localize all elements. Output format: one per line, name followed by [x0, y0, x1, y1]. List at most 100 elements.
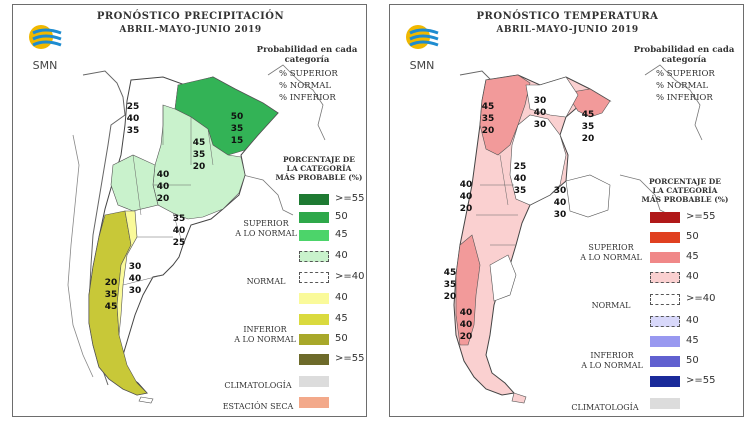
legend-label: 45 [686, 251, 699, 262]
legend-label: 40 [335, 292, 348, 303]
region-normal-east [565, 174, 611, 218]
legend-swatch [299, 212, 329, 223]
prob-title-line1: Probabilidad en cada [256, 45, 358, 55]
cat-superior-1: SUPERIOR [588, 243, 634, 252]
legend-label: 50 [335, 333, 348, 344]
prob-superior: % SUPERIOR [656, 69, 715, 79]
legend-swatch [650, 356, 680, 367]
map-probability-label: 40 [460, 320, 473, 330]
legend-swatch [299, 354, 329, 365]
map-probability-label: 30 [554, 210, 567, 220]
map-probability-label: 20 [582, 134, 595, 144]
map-probability-label: 20 [157, 194, 170, 204]
legend-label: 45 [335, 229, 348, 240]
map-probability-label: 20 [444, 292, 457, 302]
map-probability-label: 35 [173, 214, 186, 224]
cat-climatologia: CLIMATOLOGÍA [571, 403, 639, 412]
region-inferior-40 [116, 210, 138, 336]
legend-title-3: MÁS PROBABLE (%) [275, 173, 363, 182]
legend-swatch [299, 314, 329, 325]
legend-label: 50 [686, 231, 699, 242]
temp-subtitle: ABRIL-MAYO-JUNIO 2019 [496, 25, 639, 35]
legend-swatch [299, 334, 329, 345]
province-borders [476, 154, 518, 246]
prob-superior: % SUPERIOR [279, 69, 338, 79]
legend-label: 45 [335, 313, 348, 324]
cat-superior-2: A LO NORMAL [580, 253, 642, 262]
pacific-coast [67, 134, 94, 378]
map-probability-label: 20 [460, 204, 473, 214]
map-probability-label: 30 [129, 262, 142, 272]
map-probability-label: 35 [127, 126, 140, 136]
prob-normal: % NORMAL [656, 81, 709, 91]
legend-label: >=55 [686, 375, 716, 386]
temperature-map: 4535203040304535202540354040203040304535… [444, 64, 703, 404]
legend-swatch [299, 397, 329, 408]
map-probability-label: 40 [460, 308, 473, 318]
legend-swatch [299, 194, 329, 205]
map-probability-label: 45 [444, 268, 457, 278]
region-normal-south [489, 254, 517, 302]
prob-inferior: % INFERIOR [656, 93, 713, 103]
map-probability-label: 25 [127, 102, 140, 112]
legend-swatch [650, 336, 680, 347]
legend-swatch [650, 316, 680, 327]
map-probability-label: 30 [534, 120, 547, 130]
prob-title-line2: categoría [661, 55, 707, 65]
region-normal-centre [509, 114, 567, 206]
brazil-border [644, 64, 703, 141]
map-probability-label: 40 [534, 108, 547, 118]
legend-label: >=40 [686, 293, 716, 304]
legend-swatch [299, 293, 329, 304]
smn-sun-wave-icon [406, 25, 439, 49]
temp-map-labels: 4535203040304535202540354040203040304535… [444, 96, 595, 342]
map-probability-label: 40 [157, 170, 170, 180]
legend-swatch [650, 272, 680, 283]
map-probability-label: 40 [460, 180, 473, 190]
precip-map-labels: 2540355035154535204040203540253040302035… [105, 102, 244, 312]
legend-swatch [299, 251, 329, 262]
cat-inferior-2: A LO NORMAL [234, 335, 296, 344]
cat-inferior-1: INFERIOR [590, 351, 634, 360]
cat-superior-2: A LO NORMAL [235, 229, 297, 238]
region-superior-40-west [110, 154, 159, 212]
map-probability-label: 40 [127, 114, 140, 124]
map-probability-label: 25 [173, 238, 186, 248]
map-probability-label: 45 [105, 302, 118, 312]
legend-title-1: PORCENTAJE DE [648, 177, 722, 186]
legend-swatch [650, 252, 680, 263]
map-probability-label: 40 [460, 192, 473, 202]
map-probability-label: 20 [460, 332, 473, 342]
legend-title-3: MÁS PROBABLE (%) [641, 195, 729, 204]
map-probability-label: 30 [129, 286, 142, 296]
map-probability-label: 35 [444, 280, 457, 290]
map-probability-label: 25 [514, 162, 527, 172]
prob-title-line2: categoría [284, 55, 330, 65]
map-probability-label: 20 [193, 162, 206, 172]
region-superior-45-nw [479, 74, 531, 156]
legend-swatch [650, 294, 680, 305]
temp-title: PRONÓSTICO TEMPERATURA [476, 11, 659, 22]
prob-title-line1: Probabilidad en cada [633, 45, 735, 55]
cat-superior-1: SUPERIOR [243, 219, 289, 228]
legend-title-2: LA CATEGORÍA [652, 186, 718, 195]
legend-title-2: LA CATEGORÍA [286, 164, 352, 173]
smn-logo: SMN [25, 19, 65, 74]
legend-swatch [650, 232, 680, 243]
region-superior-45-sw [455, 234, 481, 346]
map-probability-label: 15 [231, 136, 244, 146]
map-probability-label: 30 [554, 186, 567, 196]
map-probability-label: 45 [582, 110, 595, 120]
prob-inferior: % INFERIOR [279, 93, 336, 103]
province-borders [122, 84, 214, 286]
legend-label: 40 [686, 271, 699, 282]
cat-normal: NORMAL [246, 277, 286, 286]
map-probability-label: 40 [157, 182, 170, 192]
precip-subtitle: ABRIL-MAYO-JUNIO 2019 [119, 25, 262, 35]
legend-swatch [299, 230, 329, 241]
map-probability-label: 50 [231, 112, 244, 122]
legend-swatch [650, 212, 680, 223]
smn-logo-text: SMN [32, 59, 58, 72]
cat-normal: NORMAL [591, 301, 631, 310]
precip-title: PRONÓSTICO PRECIPITACIÓN [96, 11, 285, 22]
